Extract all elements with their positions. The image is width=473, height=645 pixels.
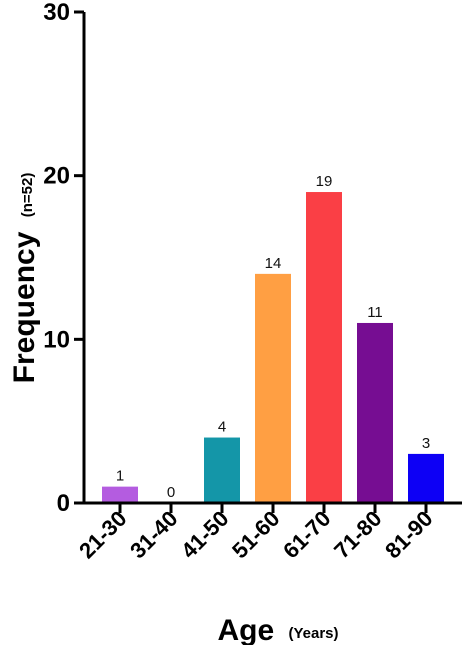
- y-tick-label: 0: [57, 490, 70, 517]
- x-tick-label: 81-90: [380, 506, 437, 563]
- data-label-21-30: 1: [116, 468, 124, 485]
- x-axis-title-sub: (Years): [288, 625, 338, 642]
- data-label-61-70: 19: [316, 173, 333, 190]
- y-tick-label: 30: [43, 0, 70, 26]
- x-tick-label: 41-50: [176, 506, 233, 563]
- data-labels-group: 1 0 4 14 19 11 3: [116, 173, 430, 501]
- y-ticks-group: 0 10 20 30: [43, 0, 84, 517]
- bar-21-30: [102, 486, 138, 503]
- bars-group: [102, 192, 444, 504]
- y-axis-title-sub: (n=52): [19, 173, 36, 218]
- data-label-31-40: 0: [167, 484, 175, 501]
- data-label-71-80: 11: [367, 304, 383, 321]
- data-label-41-50: 4: [218, 419, 226, 436]
- y-axis-title-main: Frequency: [8, 231, 41, 383]
- bar-61-70: [306, 192, 342, 504]
- y-tick-label: 20: [43, 163, 70, 190]
- data-label-81-90: 3: [422, 435, 430, 452]
- x-tick-label: 61-70: [278, 506, 335, 563]
- x-axis-title-main: Age: [217, 614, 274, 645]
- x-axis-title: Age (Years): [217, 614, 338, 645]
- x-tick-label: 71-80: [329, 506, 386, 563]
- x-tick-label: 51-60: [227, 506, 284, 563]
- bar-81-90: [408, 453, 444, 503]
- x-tick-label: 21-30: [74, 506, 131, 563]
- y-axis-title: Frequency (n=52): [8, 173, 41, 384]
- data-label-51-60: 14: [265, 255, 282, 272]
- bar-71-80: [357, 322, 393, 503]
- bar-51-60: [255, 273, 291, 503]
- x-tick-label: 31-40: [125, 506, 182, 563]
- bar-41-50: [204, 437, 240, 503]
- y-tick-label: 10: [43, 326, 70, 353]
